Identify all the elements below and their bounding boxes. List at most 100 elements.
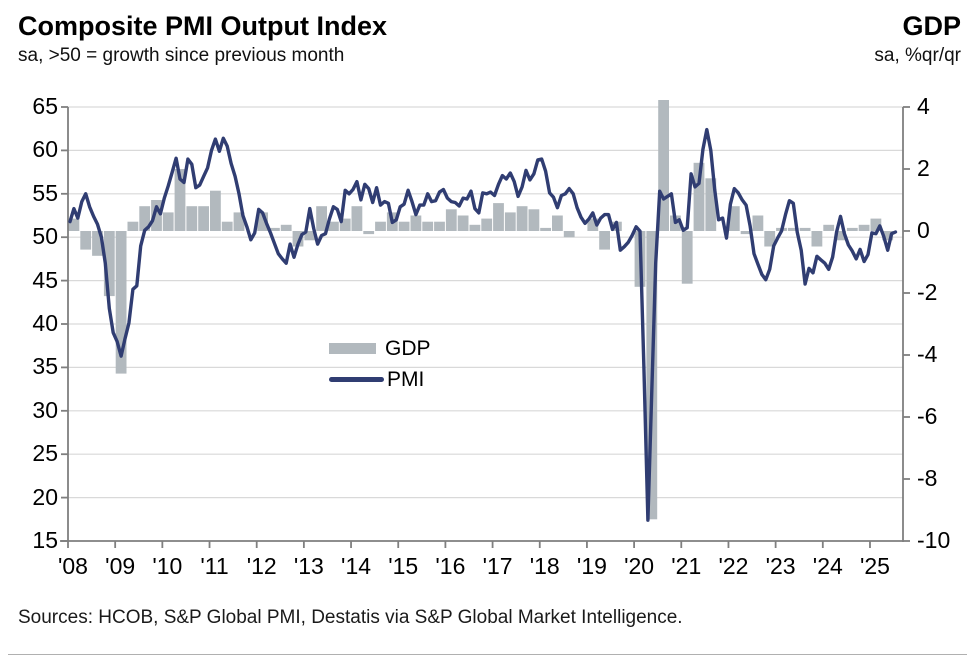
right-axis-tick-label: -6: [917, 403, 938, 429]
gdp-bar: [316, 206, 327, 231]
gdp-bar: [304, 231, 316, 241]
chart-title: Composite PMI Output Index: [18, 11, 387, 41]
gdp-bar: [799, 227, 811, 231]
gdp-bar: [363, 231, 375, 235]
legend-row-gdp: GDP: [329, 333, 431, 364]
x-axis-tick-label: '21: [671, 553, 702, 579]
x-axis-tick-label: '20: [624, 553, 655, 579]
gdp-bar: [422, 221, 434, 231]
pmi-legend-label: PMI: [387, 367, 425, 391]
gdp-bar: [186, 206, 198, 231]
right-axis-tick-label: -10: [917, 527, 951, 553]
gdp-bar: [127, 221, 139, 231]
gdp-legend-label: GDP: [385, 336, 431, 360]
gdp-bar: [103, 231, 115, 297]
gdp-bar: [269, 227, 280, 231]
x-axis-tick-label: '18: [529, 553, 560, 579]
gdp-bar: [174, 169, 186, 231]
x-axis-tick-label: '22: [718, 553, 749, 579]
x-axis-tick-label: '24: [812, 553, 843, 579]
left-axis-tick-label: 40: [32, 310, 58, 336]
x-axis-tick-label: '09: [105, 553, 136, 579]
right-axis-tick-label: 2: [917, 155, 930, 181]
left-axis-tick-label: 50: [32, 223, 58, 250]
gdp-bar: [434, 221, 445, 231]
gdp-bar: [811, 231, 823, 247]
pmi-line: [68, 127, 898, 522]
gdp-bar: [115, 231, 127, 374]
right-axis-tick-label: 4: [917, 93, 930, 119]
gdp-bar: [587, 218, 599, 231]
gdp-bar: [823, 224, 835, 231]
gdp-bar: [740, 231, 752, 235]
gdp-bar: [516, 206, 528, 231]
gdp-bar: [787, 227, 799, 231]
gdp-bar: [481, 218, 493, 231]
gdp-bar: [257, 212, 268, 231]
left-axis-tick-label: 35: [32, 353, 58, 380]
gdp-bar: [445, 209, 457, 231]
gdp-bar: [493, 203, 504, 231]
left-axis-tick-label: 45: [32, 266, 58, 293]
x-axis-tick-label: '17: [482, 553, 513, 579]
gdp-bar: [339, 218, 351, 231]
gdp-bar: [599, 231, 610, 250]
gdp-bar: [528, 209, 540, 231]
gdp-bar: [882, 231, 894, 241]
gdp-bar: [846, 227, 858, 231]
sources-note: Sources: HCOB, S&P Global PMI, Destatis …: [18, 607, 683, 628]
gdp-bar: [233, 212, 245, 231]
x-axis-tick-label: '23: [765, 553, 796, 579]
chart-header-left: Composite PMI Output Index sa, >50 = gro…: [18, 10, 387, 68]
left-axis-tick-label: 60: [32, 136, 58, 163]
chart-subtitle: sa, >50 = growth since previous month: [18, 45, 345, 66]
left-axis-tick-label: 55: [32, 179, 58, 206]
gdp-bar: [457, 215, 469, 231]
gdp-bar: [681, 231, 693, 284]
x-axis-tick-label: '19: [576, 553, 607, 579]
pmi-line-swatch: [329, 377, 384, 382]
gdp-bar-swatch: [329, 343, 376, 354]
right-axis-subtitle: sa, %qr/qr: [874, 45, 961, 66]
gdp-bar: [292, 231, 304, 247]
left-axis-tick-label: 20: [32, 483, 58, 510]
gdp-bar: [858, 224, 870, 231]
left-axis-tick-label: 15: [32, 527, 58, 553]
right-axis-title: GDP: [902, 11, 961, 41]
gdp-bar: [552, 215, 563, 231]
x-axis-tick-label: '08: [58, 553, 88, 579]
left-axis-tick-label: 25: [32, 440, 58, 467]
x-axis-tick-label: '12: [246, 553, 277, 579]
x-axis-tick-label: '15: [388, 553, 419, 579]
gdp-bar: [375, 221, 386, 231]
x-axis-tick-label: '13: [293, 553, 324, 579]
gdp-bar: [705, 178, 717, 231]
legend: GDP PMI: [329, 333, 431, 395]
gdp-bar: [540, 227, 551, 231]
x-axis-tick-label: '11: [200, 553, 229, 579]
gdp-bar: [504, 212, 516, 231]
x-axis-tick-label: '16: [435, 553, 466, 579]
gridlines: [68, 106, 903, 542]
right-axis-tick-label: -8: [917, 465, 938, 491]
gdp-bar: [328, 221, 339, 231]
gdp-bar: [398, 221, 410, 231]
gdp-bar: [68, 218, 80, 231]
gdp-bar: [728, 206, 740, 231]
gdp-bar: [410, 215, 422, 231]
left-axis-tick-label: 65: [32, 93, 58, 119]
gdp-bar: [563, 231, 575, 238]
gdp-bar: [280, 224, 292, 231]
gdp-bar: [764, 231, 776, 247]
gdp-bar: [835, 231, 846, 241]
gdp-bar: [80, 231, 92, 250]
gdp-bar: [151, 200, 162, 231]
gdp-bar: [198, 206, 209, 231]
gdp-bar: [139, 206, 151, 231]
gdp-bar: [870, 218, 882, 231]
legend-row-pmi: PMI: [329, 364, 431, 395]
gdp-bar: [92, 231, 103, 256]
right-axis-tick-label: -2: [917, 279, 938, 305]
